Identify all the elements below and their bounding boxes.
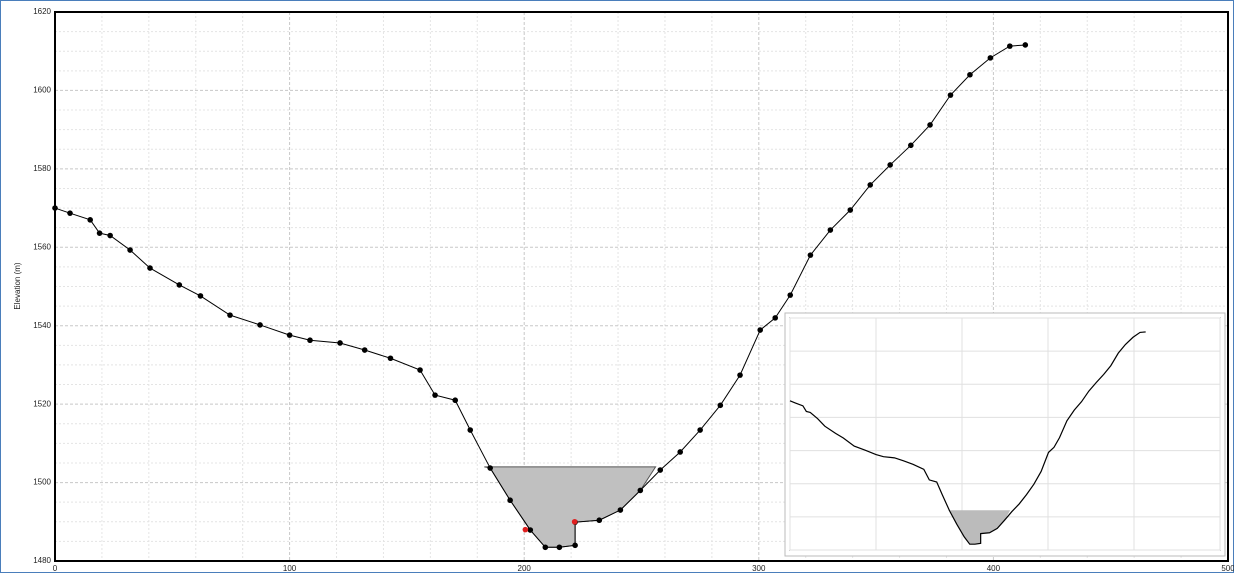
y-tick-label: 1520 xyxy=(33,399,51,408)
ground-point xyxy=(452,397,459,404)
ground-point xyxy=(637,487,644,494)
ground-point xyxy=(542,544,549,551)
ground-point xyxy=(827,227,834,233)
ground-point xyxy=(967,71,973,78)
inset-water xyxy=(947,510,1011,545)
y-tick-label: 1500 xyxy=(33,478,51,487)
ground-point xyxy=(927,122,933,128)
ground-point xyxy=(432,392,438,398)
ground-point xyxy=(417,367,423,373)
ground-point xyxy=(987,55,994,61)
ground-point xyxy=(176,282,183,288)
ground-point xyxy=(677,449,684,455)
ground-point xyxy=(908,142,914,149)
ground-point xyxy=(887,162,893,168)
ground-line xyxy=(54,44,1026,548)
ground-point xyxy=(96,230,103,236)
x-tick-label: 200 xyxy=(518,564,532,573)
ground-point xyxy=(507,497,513,504)
ground-point xyxy=(737,372,743,378)
ground-point xyxy=(867,182,874,188)
ground-point xyxy=(286,332,293,338)
ground-point xyxy=(657,467,664,473)
ground-point xyxy=(572,542,578,549)
ground-point xyxy=(307,337,313,344)
ground-point xyxy=(717,402,724,409)
ground-point xyxy=(387,355,394,362)
x-tick-label: 500 xyxy=(1221,564,1234,573)
x-tick-label: 300 xyxy=(752,564,766,573)
ground-point xyxy=(527,527,534,533)
x-tick-label: 400 xyxy=(987,564,1001,573)
ground-point xyxy=(947,92,954,98)
ground-point xyxy=(787,292,794,298)
ground-point xyxy=(107,232,113,239)
plot-border xyxy=(54,11,1229,562)
ground-point xyxy=(697,427,703,433)
bank-point xyxy=(522,526,529,533)
ground-point xyxy=(127,247,133,253)
ground-point xyxy=(1022,42,1029,48)
ground-point xyxy=(847,207,854,213)
ground-point xyxy=(257,322,263,328)
ground-point xyxy=(596,517,603,524)
ground-point xyxy=(67,210,73,216)
ground-point xyxy=(617,507,624,513)
ground-point xyxy=(227,312,233,318)
y-tick-label: 1600 xyxy=(33,86,51,95)
y-tick-label: 1580 xyxy=(33,164,51,173)
ground-point xyxy=(556,544,563,551)
ground-point xyxy=(807,252,814,258)
ground-point xyxy=(1007,43,1013,49)
ground-point xyxy=(487,465,493,471)
ground-point xyxy=(467,427,474,433)
inset xyxy=(784,312,1226,557)
x-tick-label: 0 xyxy=(53,564,58,573)
ground-point xyxy=(197,293,204,299)
ground-point xyxy=(772,315,779,321)
y-tick-label: 1620 xyxy=(33,7,51,16)
ground-point xyxy=(337,340,343,346)
bank-point xyxy=(571,518,578,525)
water-area xyxy=(484,466,657,548)
inset-line xyxy=(789,331,1146,545)
y-tick-label: 1540 xyxy=(33,321,51,330)
ground-point xyxy=(361,347,368,353)
y-tick-label: 1480 xyxy=(33,556,51,565)
y-axis-label: Elevation (m) xyxy=(13,262,22,309)
ground-point xyxy=(87,217,93,223)
x-tick-label: 100 xyxy=(283,564,297,573)
y-tick-label: 1560 xyxy=(33,242,51,251)
ground-point xyxy=(147,265,153,271)
ground-point xyxy=(757,327,764,333)
